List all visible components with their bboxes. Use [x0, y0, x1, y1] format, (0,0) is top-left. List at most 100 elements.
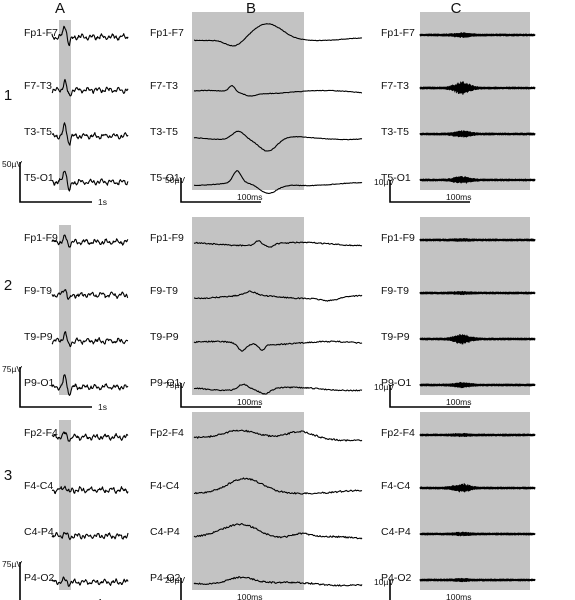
eeg-trace [194, 170, 363, 195]
analysis-window-b-3 [192, 412, 304, 590]
analysis-window-a-3 [59, 420, 71, 590]
eeg-trace [51, 576, 129, 587]
scale-amplitude-label: 75µV [2, 559, 22, 569]
channel-label: P4-O2 [150, 572, 181, 584]
scale-time-label: 100ms [446, 397, 472, 407]
channel-label: T9-P9 [150, 331, 179, 343]
eeg-trace [51, 431, 129, 442]
channel-label: F9-T9 [150, 285, 178, 297]
channel-label: Fp1-F9 [24, 232, 58, 244]
eeg-trace [419, 130, 536, 138]
channel-label: T9-P9 [24, 331, 53, 343]
channel-label: F4-C4 [381, 480, 410, 492]
eeg-trace [194, 290, 363, 302]
scale-bar [389, 180, 470, 203]
channel-label: F4-C4 [24, 480, 53, 492]
eeg-trace [51, 485, 129, 495]
scale-bar [19, 562, 21, 600]
eeg-trace [194, 23, 363, 47]
channel-label: T9-P9 [381, 331, 410, 343]
channel-label: T5-O1 [24, 172, 54, 184]
channel-label: Fp1-F7 [24, 27, 58, 39]
eeg-trace [51, 122, 129, 146]
channel-label: Fp1-F7 [381, 27, 415, 39]
channel-label: F9-T9 [381, 285, 409, 297]
scale-time-label: 1s [98, 197, 107, 207]
column-label-c: C [451, 0, 462, 17]
channel-label: T5-O1 [381, 172, 411, 184]
eeg-trace [419, 290, 536, 296]
channel-label: P9-O1 [381, 377, 412, 389]
eeg-trace [193, 383, 363, 395]
scale-amplitude-label: 10µV [374, 577, 394, 587]
scale-amplitude-label: 75µV [165, 380, 185, 390]
channel-label: Fp2-F4 [381, 427, 415, 439]
analysis-window-c-2 [420, 217, 530, 395]
column-label-b: B [246, 0, 256, 17]
channel-label: C4-P4 [150, 526, 180, 538]
scale-bar [389, 580, 391, 600]
channel-label: P4-O2 [24, 572, 55, 584]
channel-label: F7-T3 [24, 80, 52, 92]
channel-label: Fp1-F9 [150, 232, 184, 244]
channel-label: T3-T5 [24, 126, 52, 138]
scale-time-label: 100ms [446, 192, 472, 202]
eeg-trace [193, 85, 362, 97]
channel-label: T3-T5 [150, 126, 178, 138]
analysis-window-a-1 [59, 20, 71, 190]
eeg-trace [51, 170, 129, 192]
channel-label: F9-T9 [24, 285, 52, 297]
eeg-trace [193, 340, 363, 352]
eeg-trace [193, 429, 363, 442]
eeg-trace [193, 576, 363, 587]
eeg-trace [419, 238, 536, 242]
channel-label: C4-P4 [24, 526, 54, 538]
scale-amplitude-label: 20µV [165, 575, 185, 585]
eeg-trace [51, 531, 129, 541]
eeg-trace [419, 432, 536, 438]
eeg-trace [51, 289, 129, 300]
channel-label: F7-T3 [381, 80, 409, 92]
eeg-trace [193, 240, 363, 248]
channel-label: C4-P4 [381, 526, 411, 538]
channel-label: F4-C4 [150, 480, 179, 492]
eeg-trace [51, 374, 129, 396]
channel-label: T5-O1 [150, 172, 180, 184]
scale-bar [19, 162, 92, 203]
scale-amplitude-label: 50µV [2, 159, 22, 169]
eeg-trace [51, 234, 129, 248]
eeg-trace [419, 531, 536, 537]
scale-bar [180, 383, 261, 408]
analysis-window-a-2 [59, 225, 71, 395]
eeg-trace [419, 176, 536, 184]
channel-label: F7-T3 [150, 80, 178, 92]
row-label-2: 2 [4, 277, 12, 294]
eeg-trace [51, 331, 129, 348]
channel-label: Fp2-F4 [150, 427, 184, 439]
channel-label: P4-O2 [381, 572, 412, 584]
scale-amplitude-label: 10µV [374, 177, 394, 187]
column-label-a: A [55, 0, 65, 17]
eeg-trace [419, 81, 536, 95]
scale-bar [19, 367, 92, 408]
channel-label: P9-O1 [24, 377, 55, 389]
channel-label: Fp1-F9 [381, 232, 415, 244]
row-label-1: 1 [4, 87, 12, 104]
eeg-trace [419, 381, 536, 389]
scale-amplitude-label: 10µV [374, 382, 394, 392]
analysis-window-c-3 [420, 412, 530, 590]
analysis-window-c-1 [420, 12, 530, 190]
scale-bar [389, 385, 470, 408]
analysis-window-b-1 [192, 12, 304, 190]
eeg-trace [419, 577, 536, 583]
channel-label: T3-T5 [381, 126, 409, 138]
channel-label: P9-O1 [150, 377, 181, 389]
eeg-trace [193, 477, 363, 495]
channel-label: Fp2-F4 [24, 427, 58, 439]
eeg-trace [419, 333, 536, 345]
eeg-trace [419, 483, 536, 493]
scale-time-label: 1s [98, 597, 107, 600]
eeg-trace [419, 32, 536, 39]
row-label-3: 3 [4, 467, 12, 484]
